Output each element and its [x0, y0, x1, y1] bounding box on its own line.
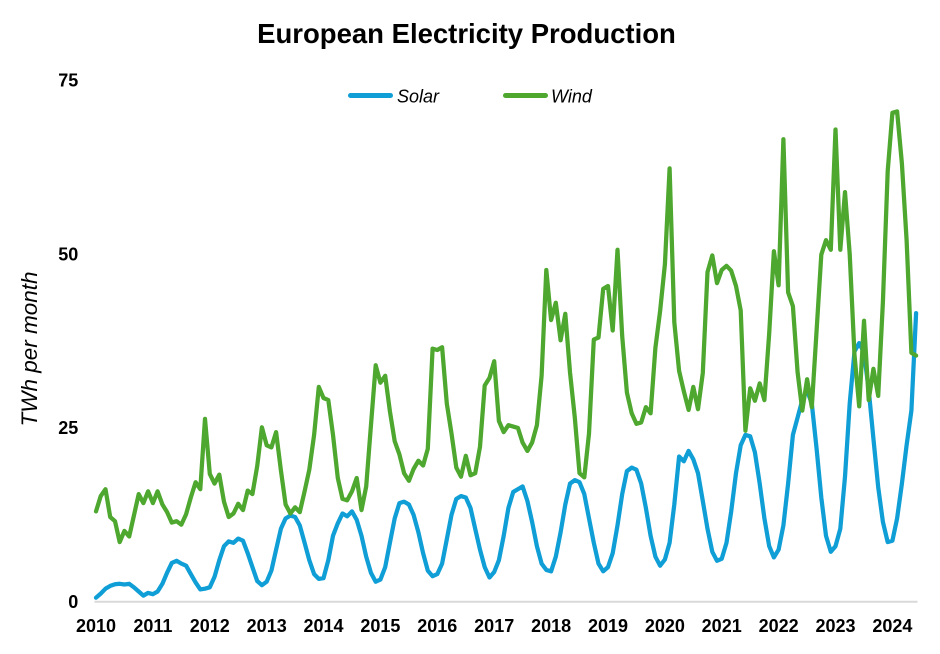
- svg-text:Wind: Wind: [551, 87, 593, 107]
- svg-text:2018: 2018: [531, 616, 571, 636]
- svg-text:TWh per month: TWh per month: [17, 271, 42, 426]
- svg-text:2020: 2020: [645, 616, 685, 636]
- svg-text:2022: 2022: [759, 616, 799, 636]
- svg-text:2012: 2012: [190, 616, 230, 636]
- svg-text:2016: 2016: [417, 616, 457, 636]
- svg-text:2015: 2015: [360, 616, 400, 636]
- svg-text:2017: 2017: [474, 616, 514, 636]
- svg-text:2014: 2014: [303, 616, 343, 636]
- svg-text:50: 50: [58, 244, 78, 264]
- svg-text:2010: 2010: [76, 616, 116, 636]
- svg-text:Solar: Solar: [397, 87, 440, 107]
- svg-text:2021: 2021: [702, 616, 742, 636]
- svg-text:75: 75: [58, 70, 78, 90]
- svg-text:25: 25: [58, 418, 78, 438]
- svg-text:2024: 2024: [872, 616, 912, 636]
- svg-text:0: 0: [68, 592, 78, 612]
- svg-text:2023: 2023: [815, 616, 855, 636]
- svg-text:2013: 2013: [247, 616, 287, 636]
- svg-text:European Electricity Productio: European Electricity Production: [257, 18, 676, 49]
- svg-text:2019: 2019: [588, 616, 628, 636]
- svg-text:2011: 2011: [133, 616, 172, 636]
